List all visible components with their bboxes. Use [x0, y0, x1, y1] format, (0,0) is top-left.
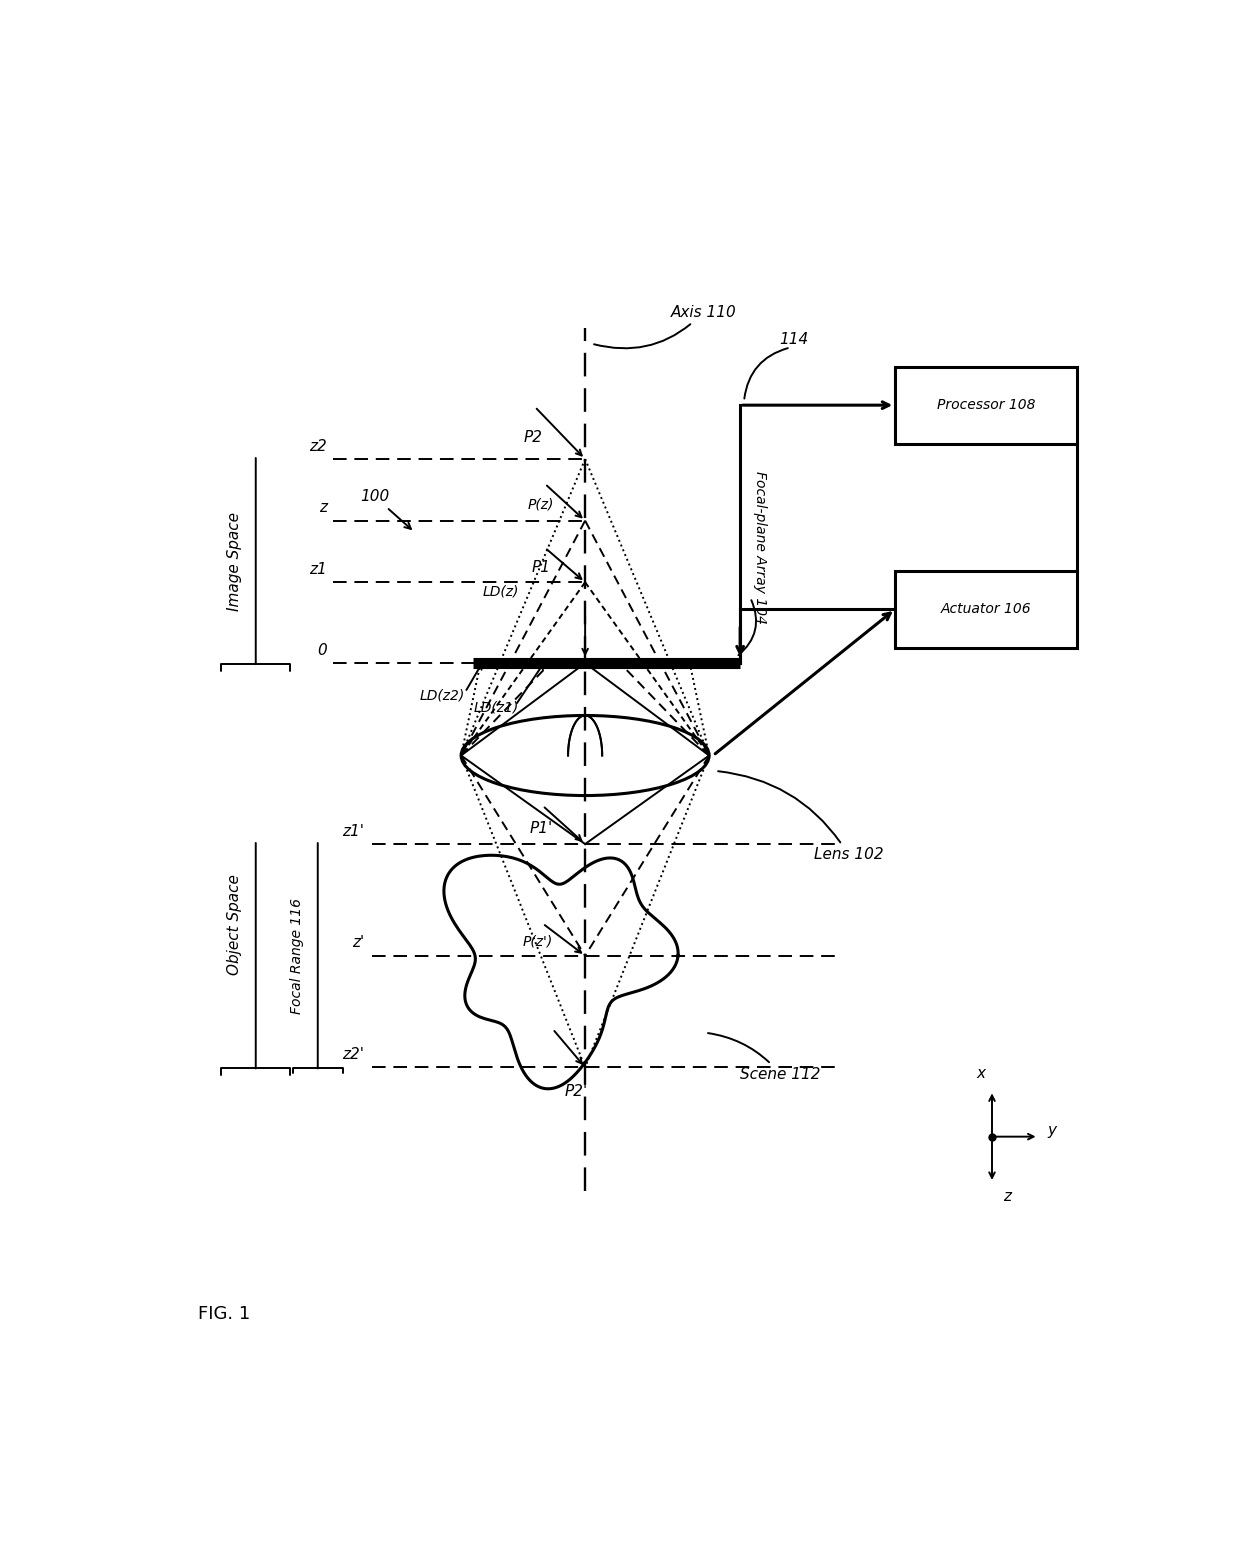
Text: Lens 102: Lens 102	[718, 771, 883, 862]
Text: P1': P1'	[529, 822, 553, 836]
Text: z1': z1'	[342, 824, 365, 839]
Text: z': z'	[352, 936, 365, 951]
Text: x: x	[977, 1066, 986, 1082]
Text: z2': z2'	[342, 1047, 365, 1061]
Text: Axis 110: Axis 110	[594, 305, 737, 348]
Text: z2: z2	[309, 438, 327, 454]
Text: z: z	[1003, 1189, 1011, 1204]
Text: z1: z1	[309, 563, 327, 577]
Text: 0: 0	[317, 643, 327, 657]
Text: FIG. 1: FIG. 1	[197, 1305, 250, 1322]
Text: Object Space: Object Space	[227, 875, 242, 976]
Text: P(z): P(z)	[528, 497, 554, 511]
Text: Focal Range 116: Focal Range 116	[290, 898, 304, 1013]
Text: z: z	[319, 500, 327, 516]
Text: P2': P2'	[564, 1085, 588, 1099]
Text: 114: 114	[779, 333, 808, 347]
Bar	[895, 367, 1078, 443]
Text: LD(z2): LD(z2)	[420, 688, 465, 702]
Text: P2: P2	[523, 430, 543, 444]
Text: y: y	[1048, 1124, 1056, 1138]
Text: 100: 100	[361, 490, 410, 528]
Text: Focal-plane Array 104: Focal-plane Array 104	[753, 471, 768, 625]
Text: LD(z1): LD(z1)	[474, 701, 520, 715]
Text: P(z'): P(z')	[522, 934, 553, 948]
Text: Actuator 106: Actuator 106	[941, 603, 1032, 617]
Bar	[895, 570, 1078, 648]
Text: Processor 108: Processor 108	[937, 398, 1035, 412]
Text: P1: P1	[531, 559, 551, 575]
Text: LD(z): LD(z)	[482, 584, 520, 598]
Text: Scene 112: Scene 112	[708, 1033, 821, 1082]
Text: Image Space: Image Space	[227, 511, 242, 611]
